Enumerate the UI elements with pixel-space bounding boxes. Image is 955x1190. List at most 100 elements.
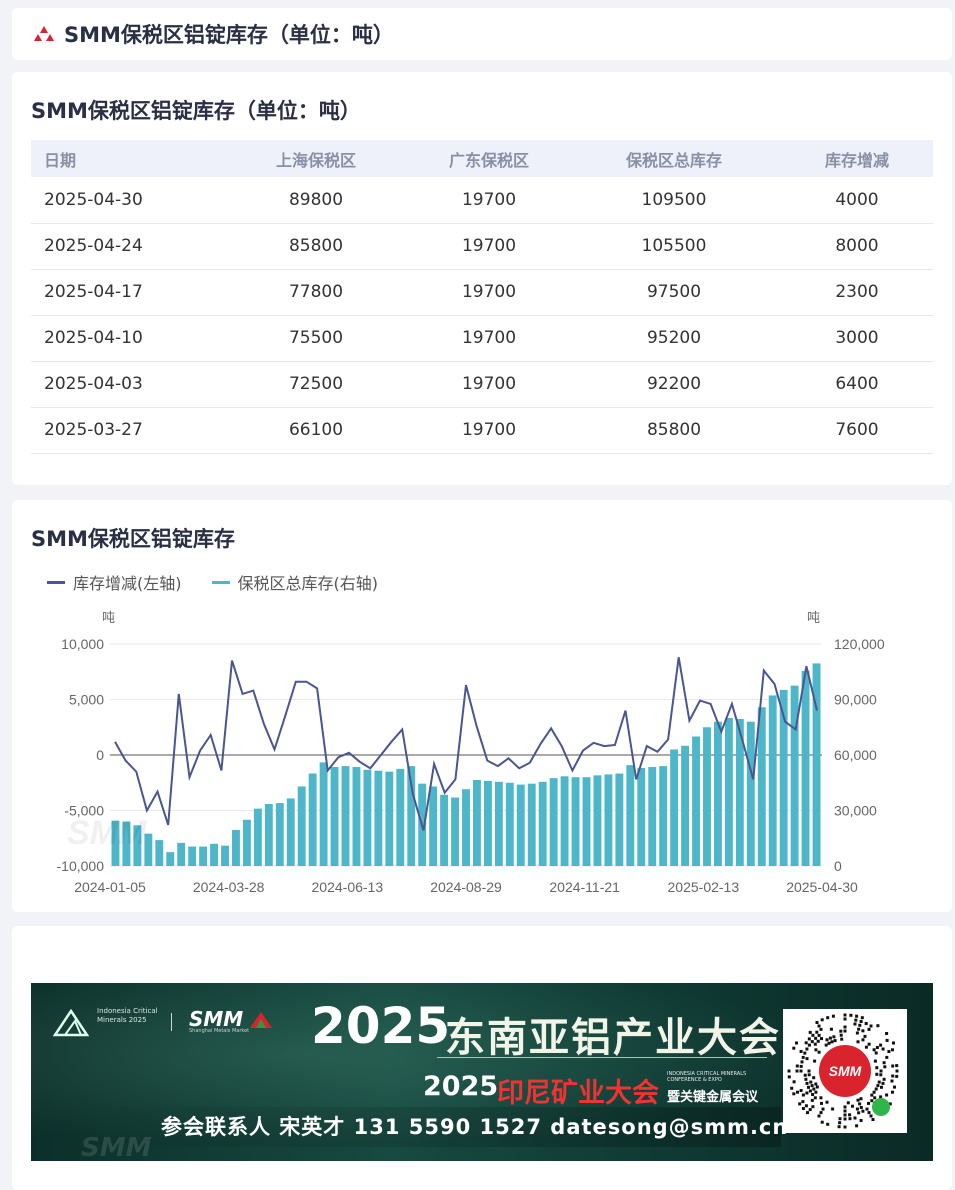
cell-total: 95200 [567, 315, 781, 362]
banner-year: 2025 [311, 997, 451, 1055]
x-tick-label: 2024-06-13 [312, 879, 384, 895]
table-row: 2025-04-10 75500 19700 95200 3000 [31, 315, 933, 362]
cell-shanghai: 77800 [221, 269, 411, 316]
banner-subtitle: 印尼矿业大会 [497, 1078, 659, 1109]
bar [670, 749, 679, 866]
bar [297, 786, 306, 866]
bar [560, 776, 569, 866]
cell-shanghai: 89800 [221, 177, 411, 224]
bar [505, 782, 514, 866]
bar [330, 767, 339, 866]
bar [341, 766, 350, 866]
legend-item-change[interactable]: 库存增减(左轴) [47, 570, 182, 594]
qr-code[interactable]: SMM [783, 1009, 907, 1133]
table-header-row: 日期 上海保税区 广东保税区 保税区总库存 库存增减 [31, 140, 933, 177]
cell-total: 109500 [567, 177, 781, 224]
right-tick-label: 90,000 [834, 692, 877, 708]
bar [319, 762, 328, 866]
cell-guangdong: 19700 [411, 361, 567, 408]
right-axis-unit: 吨 [807, 610, 820, 625]
bar [637, 767, 646, 866]
legend-label-change: 库存增减(左轴) [73, 574, 182, 593]
left-axis-unit: 吨 [102, 610, 115, 625]
bar [308, 773, 317, 866]
cell-change: 3000 [781, 315, 933, 362]
x-tick-label: 2024-01-05 [74, 879, 146, 895]
bar [264, 804, 273, 866]
cell-total: 97500 [567, 269, 781, 316]
banner-glow [31, 983, 933, 1161]
cell-total: 92200 [567, 361, 781, 408]
conference-banner[interactable]: Indonesia Critical Minerals 2025 SMM Sha… [31, 983, 933, 1161]
bar [735, 718, 744, 866]
right-tick-label: 120,000 [834, 636, 885, 652]
bar [385, 771, 394, 866]
bar [779, 689, 788, 866]
cell-date: 2025-04-03 [31, 361, 221, 408]
banner-title: 东南亚铝产业大会 [445, 1015, 781, 1061]
banner-subtitle-2: 暨关键金属会议 [667, 1090, 759, 1105]
banner-smm-logo: SMM [189, 1007, 244, 1031]
bar [604, 774, 613, 866]
page-title: SMM保税区铝锭库存（单位：吨） [64, 23, 394, 47]
bar [242, 819, 251, 866]
cell-total: 85800 [567, 407, 781, 454]
bar [768, 695, 777, 866]
bar [538, 781, 547, 866]
left-tick-label: 10,000 [61, 636, 104, 652]
chart-legend: 库存增减(左轴) 保税区总库存(右轴) [31, 570, 933, 594]
bar [232, 829, 240, 866]
bar [374, 770, 383, 866]
bar [440, 794, 449, 866]
table-row: 2025-04-03 72500 19700 92200 6400 [31, 361, 933, 408]
cell-shanghai: 72500 [221, 361, 411, 408]
bar [549, 778, 558, 866]
cell-date: 2025-04-17 [31, 269, 221, 316]
left-tick-label: -5,000 [64, 803, 104, 819]
cell-guangdong: 19700 [411, 269, 567, 316]
col-date: 日期 [44, 150, 77, 170]
cell-shanghai: 66100 [221, 407, 411, 454]
inventory-table: 日期 上海保税区 广东保税区 保税区总库存 库存增减 2025-04-30 898… [31, 140, 933, 454]
table-row: 2025-04-17 77800 19700 97500 2300 [31, 269, 933, 316]
table-row: 2025-04-24 85800 19700 105500 8000 [31, 223, 933, 270]
cell-change: 7600 [781, 407, 933, 454]
x-tick-label: 2024-08-29 [430, 879, 502, 895]
bar [155, 840, 164, 866]
cell-change: 2300 [781, 269, 933, 316]
change-line [114, 657, 818, 831]
ad-banner-card: Indonesia Critical Minerals 2025 SMM Sha… [12, 926, 952, 1190]
bar [451, 797, 459, 866]
cell-change: 4000 [781, 177, 933, 224]
table-title: SMM保税区铝锭库存（单位：吨） [31, 99, 361, 123]
bar [199, 846, 208, 866]
bar [659, 766, 668, 866]
bar [275, 803, 284, 866]
header-bar: SMM保税区铝锭库存（单位：吨） [12, 8, 952, 60]
bar [724, 718, 733, 866]
bar [516, 784, 525, 866]
bar [286, 798, 295, 866]
legend-item-total[interactable]: 保税区总库存(右轴) [211, 570, 378, 594]
bar [133, 825, 142, 866]
legend-swatch-change [47, 580, 65, 584]
bar [122, 821, 131, 866]
bar [396, 768, 405, 866]
bar [462, 789, 470, 866]
contact-bar [31, 1107, 781, 1147]
bar [812, 663, 821, 866]
cell-guangdong: 19700 [411, 407, 567, 454]
bar [177, 842, 186, 866]
col-total: 保税区总库存 [625, 150, 722, 170]
cell-guangdong: 19700 [411, 177, 567, 224]
bar [801, 670, 810, 866]
banner-watermark: SMM [81, 1133, 152, 1161]
x-tick-label: 2025-04-30 [786, 879, 858, 895]
right-tick-label: 30,000 [834, 803, 877, 819]
chart-title: SMM保税区铝锭库存 [31, 527, 235, 551]
bar [429, 786, 438, 866]
inventory-chart: 吨 吨 10,000 5,000 0 -5,000 -10,000 120,000 90,000… [57, 610, 885, 895]
bar [188, 846, 197, 866]
chart-card: SMM保税区铝锭库存 库存增减(左轴) 保税区总库存(右轴) 吨 吨 10,000 5… [12, 500, 952, 912]
cell-change: 6400 [781, 361, 933, 408]
